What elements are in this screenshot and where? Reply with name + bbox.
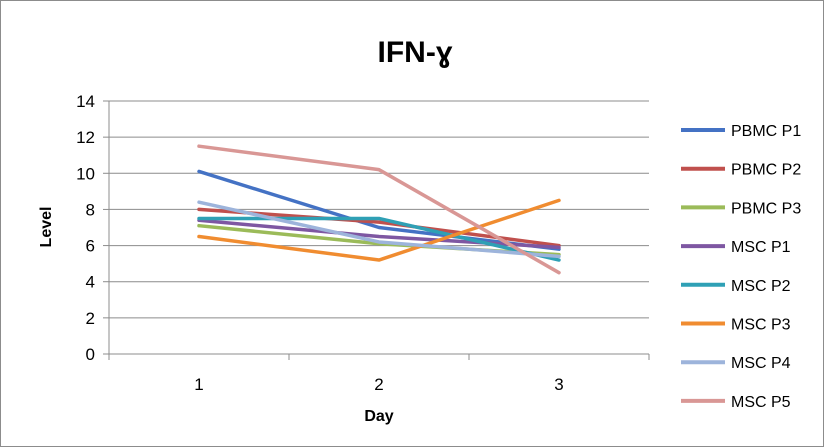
x-tick-label-2: 2 [374, 375, 383, 394]
series-line-pbmc-p1 [197, 169, 561, 251]
legend-label-msc-p4: MSC P4 [731, 355, 791, 372]
y-tick-label-2: 2 [86, 309, 95, 328]
legend-label-msc-p1: MSC P1 [731, 239, 791, 256]
x-axis-ticks: 1 2 3 [108, 354, 650, 394]
series-lines [197, 144, 561, 275]
series-line-msc-p3 [197, 198, 561, 262]
legend-label-msc-p5: MSC P5 [731, 394, 791, 411]
plot-area [108, 101, 649, 355]
y-tick-label-12: 12 [76, 128, 95, 147]
legend-label-pbmc-p1: PBMC P1 [731, 123, 801, 140]
legend-label-pbmc-p3: PBMC P3 [731, 200, 801, 217]
legend-label-pbmc-p2: PBMC P2 [731, 162, 801, 179]
y-axis-ticks: 0 2 4 6 8 10 12 14 [76, 92, 95, 364]
y-tick-label-10: 10 [76, 164, 95, 183]
x-axis-label: Day [364, 408, 393, 425]
y-tick-label-8: 8 [86, 200, 95, 219]
series-line-msc-p5 [197, 144, 561, 275]
y-tick-label-0: 0 [86, 345, 95, 364]
y-tick-label-6: 6 [86, 237, 95, 256]
legend-label-msc-p2: MSC P2 [731, 278, 791, 295]
y-axis-label: Level [38, 207, 55, 248]
series-line-msc-p1 [197, 218, 561, 250]
y-tick-label-14: 14 [76, 92, 95, 111]
series-line-msc-p2 [197, 216, 561, 262]
x-tick-label-1: 1 [194, 375, 203, 394]
legend-label-msc-p3: MSC P3 [731, 317, 791, 334]
x-tick-label-3: 3 [554, 375, 563, 394]
legend: PBMC P1 PBMC P2 PBMC P3 MSC P1 MSC P2 MSC P3 M… [681, 123, 801, 411]
chart-title: IFN-ɣ [378, 36, 453, 69]
y-tick-label-4: 4 [86, 273, 95, 292]
series-line-msc-p4 [197, 200, 561, 259]
